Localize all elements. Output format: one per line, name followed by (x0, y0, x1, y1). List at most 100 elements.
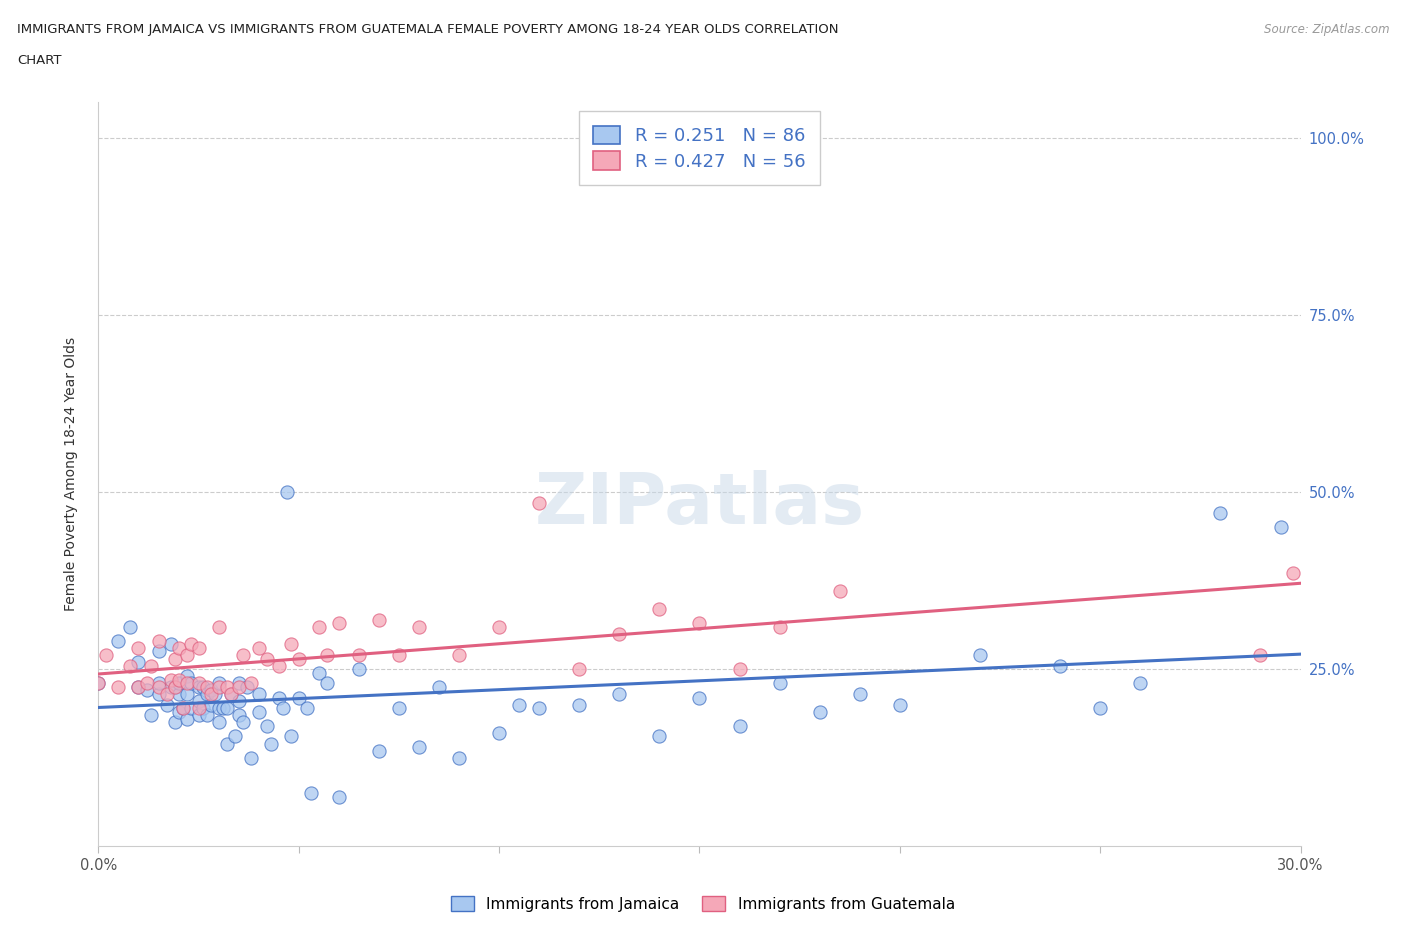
Point (609, 626, 631, 641)
Point (163, 715, 186, 730)
Point (87, 676, 110, 691)
Point (176, 647, 198, 662)
Point (135, 683, 157, 698)
Point (180, 637, 202, 652)
Point (155, 686, 177, 701)
Point (1049, 658, 1071, 673)
Point (529, 495, 551, 510)
Point (163, 680, 186, 695)
Point (195, 708, 218, 723)
Point (648, 729, 671, 744)
Point (167, 704, 190, 719)
Point (180, 676, 202, 691)
Point (215, 680, 238, 695)
Legend: R = 0.251   N = 86, R = 0.427   N = 56: R = 0.251 N = 86, R = 0.427 N = 56 (579, 112, 820, 185)
Text: IMMIGRANTS FROM JAMAICA VS IMMIGRANTS FROM GUATEMALA FEMALE POVERTY AMONG 18-24 : IMMIGRANTS FROM JAMAICA VS IMMIGRANTS FR… (17, 23, 838, 36)
Point (211, 700, 233, 715)
Point (208, 619, 231, 634)
Point (215, 737, 238, 751)
Point (769, 619, 792, 634)
Point (388, 647, 411, 662)
Point (347, 662, 370, 677)
Point (128, 641, 150, 656)
Point (315, 647, 337, 662)
Point (167, 641, 190, 656)
Point (308, 665, 330, 680)
Point (267, 658, 290, 673)
Point (889, 698, 911, 712)
Point (689, 616, 711, 631)
Point (204, 686, 226, 701)
Point (280, 637, 302, 652)
Point (388, 700, 411, 715)
Point (347, 647, 370, 662)
Point (247, 704, 270, 719)
Point (191, 680, 214, 695)
Point (299, 786, 322, 801)
Point (187, 708, 209, 723)
Point (208, 715, 231, 730)
Point (488, 619, 510, 634)
Point (200, 683, 222, 698)
Point (447, 647, 470, 662)
Point (308, 619, 330, 634)
Point (176, 676, 198, 691)
Point (128, 680, 150, 695)
Point (408, 619, 430, 634)
Text: Source: ZipAtlas.com: Source: ZipAtlas.com (1264, 23, 1389, 36)
Point (155, 698, 177, 712)
Point (1250, 647, 1272, 662)
Point (163, 651, 186, 666)
Point (1088, 700, 1111, 715)
Point (849, 686, 872, 701)
Point (219, 686, 242, 701)
Point (280, 729, 302, 744)
Point (139, 658, 162, 673)
Point (187, 680, 209, 695)
Point (239, 676, 262, 691)
Point (408, 739, 430, 754)
Point (267, 690, 290, 705)
Point (568, 698, 591, 712)
Point (148, 644, 170, 658)
Point (120, 619, 142, 634)
Point (176, 686, 198, 701)
Point (568, 662, 591, 677)
Point (195, 686, 218, 701)
Point (328, 790, 350, 804)
Point (1129, 676, 1152, 691)
Point (328, 616, 350, 631)
Point (235, 680, 257, 695)
Point (187, 694, 209, 709)
Point (87, 676, 110, 691)
Text: CHART: CHART (17, 54, 62, 67)
Point (260, 737, 283, 751)
Point (128, 655, 150, 670)
Point (167, 672, 190, 687)
Point (191, 700, 214, 715)
Point (648, 602, 671, 617)
Point (107, 680, 129, 695)
Point (228, 708, 250, 723)
Point (215, 700, 238, 715)
Point (128, 680, 150, 695)
Point (200, 698, 222, 712)
Point (247, 641, 270, 656)
Point (488, 725, 510, 740)
Point (120, 658, 142, 673)
Point (96, 647, 118, 662)
Point (176, 669, 198, 684)
Point (271, 700, 294, 715)
Point (295, 700, 318, 715)
Point (288, 690, 311, 705)
Point (139, 708, 162, 723)
Y-axis label: Female Poverty Among 18-24 Year Olds: Female Poverty Among 18-24 Year Olds (63, 338, 77, 611)
Point (172, 700, 194, 715)
Point (689, 690, 711, 705)
Point (1209, 506, 1232, 521)
Point (728, 662, 751, 677)
Point (256, 718, 278, 733)
Point (187, 641, 209, 656)
Point (247, 686, 270, 701)
Legend: Immigrants from Jamaica, Immigrants from Guatemala: Immigrants from Jamaica, Immigrants from… (446, 890, 960, 918)
